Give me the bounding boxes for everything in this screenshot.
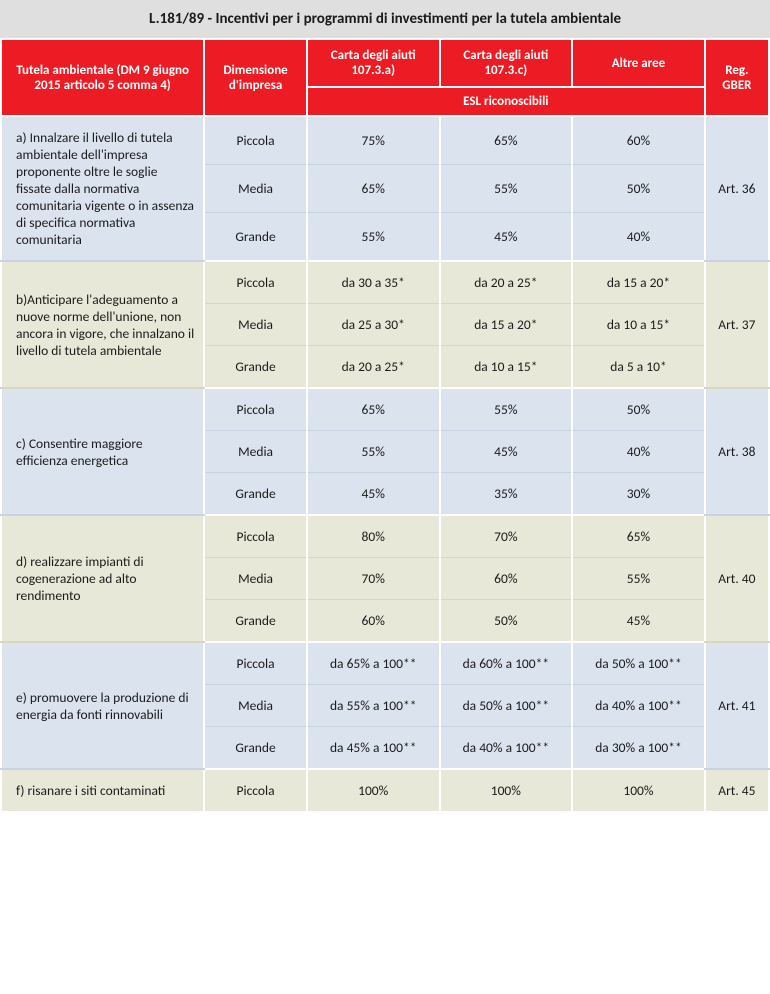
cell-size: Grande (204, 473, 307, 516)
cell-description: e) promuovere la produzione di energia d… (1, 642, 204, 769)
cell-value: 65% (572, 515, 705, 558)
table-body: a) Innalzare il livello di tutela ambien… (1, 116, 769, 812)
cell-value: da 40% a 100** (440, 727, 573, 770)
cell-value: 100% (572, 769, 705, 812)
cell-size: Grande (204, 212, 307, 261)
cell-reg: Art. 40 (705, 515, 769, 642)
table-row: d) realizzare impianti di cogenerazione … (1, 515, 769, 558)
cell-value: 70% (440, 515, 573, 558)
cell-value: 60% (307, 600, 440, 643)
table-row: a) Innalzare il livello di tutela ambien… (1, 116, 769, 165)
cell-reg: Art. 41 (705, 642, 769, 769)
table-row: f) risanare i siti contaminatiPiccola100… (1, 769, 769, 812)
cell-value: 75% (307, 116, 440, 165)
cell-reg: Art. 38 (705, 388, 769, 515)
cell-description: b)Anticipare l'adeguamento a nuove norme… (1, 261, 204, 388)
cell-size: Media (204, 165, 307, 213)
cell-value: da 55% a 100** (307, 685, 440, 727)
cell-value: da 25 a 30* (307, 304, 440, 346)
cell-size: Media (204, 304, 307, 346)
cell-value: 50% (440, 600, 573, 643)
cell-size: Grande (204, 727, 307, 770)
table-row: e) promuovere la produzione di energia d… (1, 642, 769, 685)
cell-value: da 65% a 100** (307, 642, 440, 685)
cell-description: c) Consentire maggiore efficienza energe… (1, 388, 204, 515)
cell-description: d) realizzare impianti di cogenerazione … (1, 515, 204, 642)
cell-value: 65% (307, 388, 440, 431)
cell-value: da 30% a 100** (572, 727, 705, 770)
cell-value: 55% (572, 558, 705, 600)
cell-value: da 50% a 100** (572, 642, 705, 685)
cell-value: 40% (572, 212, 705, 261)
cell-reg: Art. 45 (705, 769, 769, 812)
cell-value: da 10 a 15* (440, 346, 573, 389)
cell-size: Grande (204, 346, 307, 389)
cell-value: 45% (572, 600, 705, 643)
cell-size: Media (204, 431, 307, 473)
cell-value: da 20 a 25* (440, 261, 573, 304)
cell-value: da 10 a 15* (572, 304, 705, 346)
cell-value: 45% (440, 212, 573, 261)
cell-size: Media (204, 685, 307, 727)
cell-value: 45% (440, 431, 573, 473)
cell-value: 65% (440, 116, 573, 165)
cell-value: 60% (572, 116, 705, 165)
cell-value: 50% (572, 165, 705, 213)
cell-value: da 15 a 20* (440, 304, 573, 346)
cell-value: da 45% a 100** (307, 727, 440, 770)
cell-size: Media (204, 558, 307, 600)
cell-value: 100% (440, 769, 573, 812)
cell-value: 60% (440, 558, 573, 600)
cell-size: Piccola (204, 116, 307, 165)
table-row: c) Consentire maggiore efficienza energe… (1, 388, 769, 431)
table-head: Tutela ambientale (DM 9 giugno 2015 arti… (1, 39, 769, 116)
cell-value: 40% (572, 431, 705, 473)
cell-value: da 40% a 100** (572, 685, 705, 727)
cell-size: Piccola (204, 388, 307, 431)
th-tutela: Tutela ambientale (DM 9 giugno 2015 arti… (1, 39, 204, 116)
incentives-table: Tutela ambientale (DM 9 giugno 2015 arti… (0, 38, 770, 813)
table-row: b)Anticipare l'adeguamento a nuove norme… (1, 261, 769, 304)
cell-value: da 20 a 25* (307, 346, 440, 389)
cell-size: Grande (204, 600, 307, 643)
cell-value: 30% (572, 473, 705, 516)
cell-size: Piccola (204, 769, 307, 812)
cell-reg: Art. 37 (705, 261, 769, 388)
cell-value: 35% (440, 473, 573, 516)
cell-value: da 15 a 20* (572, 261, 705, 304)
th-dimensione: Dimensione d'impresa (204, 39, 307, 116)
cell-value: da 30 a 35* (307, 261, 440, 304)
cell-size: Piccola (204, 261, 307, 304)
cell-value: 55% (307, 212, 440, 261)
cell-size: Piccola (204, 642, 307, 685)
th-esl: ESL riconoscibili (307, 87, 705, 116)
cell-value: da 5 a 10* (572, 346, 705, 389)
cell-reg: Art. 36 (705, 116, 769, 261)
th-reg: Reg. GBER (705, 39, 769, 116)
cell-value: 50% (572, 388, 705, 431)
cell-value: 65% (307, 165, 440, 213)
cell-value: 55% (307, 431, 440, 473)
cell-value: 55% (440, 388, 573, 431)
th-carta-a: Carta degli aiuti 107.3.a) (307, 39, 440, 87)
cell-value: 55% (440, 165, 573, 213)
cell-value: 70% (307, 558, 440, 600)
cell-size: Piccola (204, 515, 307, 558)
cell-description: f) risanare i siti contaminati (1, 769, 204, 812)
th-carta-c: Carta degli aiuti 107.3.c) (440, 39, 573, 87)
cell-value: da 50% a 100** (440, 685, 573, 727)
cell-value: da 60% a 100** (440, 642, 573, 685)
cell-value: 80% (307, 515, 440, 558)
cell-value: 45% (307, 473, 440, 516)
cell-value: 100% (307, 769, 440, 812)
cell-description: a) Innalzare il livello di tutela ambien… (1, 116, 204, 261)
page-title: L.181/89 - Incentivi per i programmi di … (0, 0, 770, 38)
th-altre: Altre aree (572, 39, 705, 87)
